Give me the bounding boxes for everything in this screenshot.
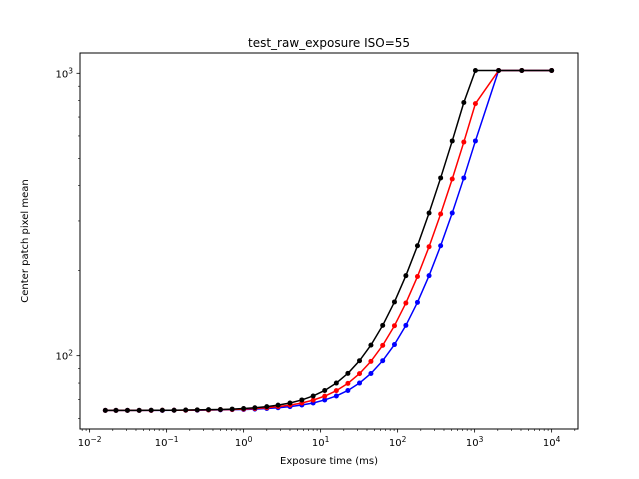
series-black-marker [345, 370, 351, 376]
series-black-marker [414, 243, 420, 249]
series-black-marker [519, 68, 525, 74]
series-black-marker [287, 400, 293, 406]
series-black-marker [496, 68, 502, 74]
series-black-marker [275, 402, 281, 408]
series-red [102, 68, 555, 413]
series-blue-marker [426, 273, 432, 279]
series-black [102, 68, 555, 413]
series-black-marker [461, 100, 467, 106]
series-blue-marker [449, 210, 455, 216]
series-red-marker [310, 397, 316, 403]
series-black-marker [549, 68, 555, 74]
series-black-line [105, 69, 552, 412]
series-red-marker [472, 101, 478, 107]
series-black-marker [264, 404, 270, 410]
series-black-marker [113, 407, 119, 413]
series-blue-marker [345, 387, 351, 393]
series-black-marker [403, 273, 409, 279]
series-blue-marker [322, 397, 328, 403]
x-tick-label: 102 [389, 435, 407, 449]
x-axis-label: Exposure time (ms) [280, 456, 378, 467]
series-red-marker [380, 342, 386, 348]
series-black-marker [368, 342, 374, 348]
series-blue-marker [414, 299, 420, 305]
series-black-marker [391, 299, 397, 305]
y-tick-label: 102 [55, 349, 73, 363]
series-blue-marker [438, 243, 444, 249]
series-black-marker [357, 358, 363, 364]
series-blue-marker [461, 175, 467, 181]
series-black-marker [472, 68, 478, 74]
series-black-marker [171, 407, 177, 413]
series-blue-marker [391, 342, 397, 348]
series-black-marker [241, 406, 247, 412]
x-tick-label: 104 [543, 435, 561, 449]
series-red-marker [345, 380, 351, 386]
series-black-marker [449, 138, 455, 144]
series-black-marker [159, 407, 165, 413]
series-black-marker [229, 406, 235, 412]
series-red-marker [391, 323, 397, 329]
series-black-marker [380, 322, 386, 328]
series-black-marker [322, 387, 328, 393]
series-red-marker [461, 139, 467, 145]
series-blue-marker [403, 322, 409, 328]
x-tick-label: 100 [235, 435, 253, 449]
axes-spines [79, 52, 579, 430]
series-black-marker [148, 407, 154, 413]
series-black-marker [183, 407, 189, 413]
series-red-marker [414, 274, 420, 280]
series-black-marker [438, 175, 444, 181]
series-red-marker [368, 358, 374, 364]
series-black-marker [252, 405, 258, 411]
ticks [76, 72, 576, 433]
series-red-marker [357, 371, 363, 377]
series-black-marker [206, 407, 212, 413]
series-blue-marker [472, 138, 478, 144]
series-black-marker [194, 407, 200, 413]
x-tick-label: 101 [312, 435, 330, 449]
series-red-marker [449, 176, 455, 182]
series-black-marker [136, 407, 142, 413]
y-tick-label: 103 [55, 66, 73, 80]
series-red-marker [322, 393, 328, 399]
series-black-marker [102, 407, 108, 413]
series-blue-marker [333, 393, 339, 399]
series-red-marker [333, 388, 339, 394]
chart-title: test_raw_exposure ISO=55 [248, 36, 410, 50]
x-tick-label: 103 [466, 435, 484, 449]
y-axis-label: Center patch pixel mean [20, 179, 31, 302]
series-black-marker [217, 406, 223, 412]
series-red-marker [403, 300, 409, 306]
series-black-marker [426, 210, 432, 216]
series-black-marker [333, 380, 339, 386]
plot-area: 10−2 10−1 100 101 102 103 104 102 103 [55, 52, 579, 449]
series-red-line [105, 69, 552, 412]
series-blue-marker [357, 380, 363, 386]
series-blue [102, 68, 555, 413]
x-tick-label: 10−2 [78, 435, 102, 449]
series-red-marker [438, 211, 444, 217]
series-blue-line [105, 69, 552, 412]
series-black-marker [124, 407, 130, 413]
series-red-marker [426, 244, 432, 250]
x-tick-label: 10−1 [155, 435, 179, 449]
series-black-marker [299, 397, 305, 403]
series-blue-marker [368, 370, 374, 376]
series-blue-marker [380, 358, 386, 364]
series-black-marker [310, 393, 316, 399]
